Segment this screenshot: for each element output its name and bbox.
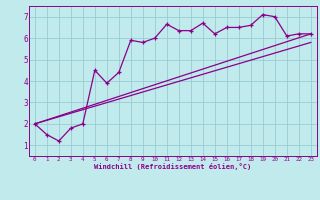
X-axis label: Windchill (Refroidissement éolien,°C): Windchill (Refroidissement éolien,°C) [94,163,252,170]
